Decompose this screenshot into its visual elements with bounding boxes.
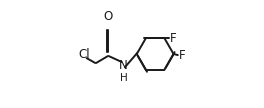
Text: N: N xyxy=(119,59,128,71)
Text: O: O xyxy=(104,10,113,23)
Text: F: F xyxy=(179,49,185,62)
Text: Cl: Cl xyxy=(78,48,90,60)
Text: H: H xyxy=(120,73,128,83)
Text: F: F xyxy=(170,32,177,45)
